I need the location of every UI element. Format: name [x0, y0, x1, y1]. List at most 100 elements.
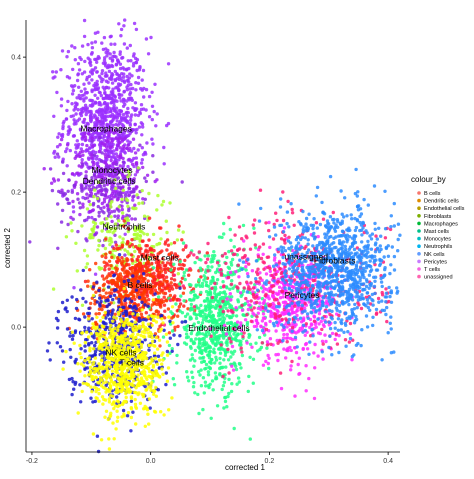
data-point: [227, 215, 231, 220]
data-point: [221, 333, 226, 337]
data-point: [132, 21, 137, 26]
data-point: [314, 194, 318, 198]
data-point: [157, 287, 162, 291]
data-point: [193, 359, 197, 363]
data-point: [385, 319, 389, 324]
data-point: [85, 143, 89, 148]
data-point: [121, 240, 125, 245]
data-point: [87, 131, 91, 136]
data-point: [82, 70, 87, 74]
data-point: [269, 342, 273, 346]
data-point: [136, 166, 140, 170]
data-point: [159, 305, 163, 309]
data-point: [126, 204, 130, 208]
data-point: [125, 67, 129, 71]
data-point: [162, 279, 166, 283]
data-point: [76, 108, 80, 112]
data-point: [80, 303, 85, 307]
data-point: [247, 303, 251, 307]
data-point: [115, 112, 119, 116]
data-point: [212, 347, 216, 351]
data-point: [300, 235, 305, 240]
data-point: [217, 235, 222, 239]
data-point: [150, 104, 155, 109]
data-point: [365, 264, 369, 268]
data-point: [104, 111, 108, 115]
data-point: [132, 61, 136, 66]
data-point: [121, 97, 126, 102]
data-point: [145, 173, 150, 177]
data-point: [124, 180, 128, 184]
data-point: [88, 98, 92, 103]
data-point: [328, 174, 333, 179]
data-point: [197, 370, 201, 374]
data-point: [62, 360, 66, 364]
data-point: [169, 268, 173, 272]
data-point: [250, 345, 254, 349]
data-point: [147, 115, 152, 119]
data-point: [323, 235, 327, 240]
data-point: [100, 254, 104, 258]
data-point: [145, 232, 150, 237]
data-point: [130, 217, 134, 221]
data-point: [242, 286, 246, 290]
data-point: [162, 291, 166, 295]
data-point: [70, 92, 75, 96]
data-point: [206, 297, 210, 301]
data-point: [228, 287, 232, 291]
data-point: [214, 319, 218, 324]
data-point: [97, 136, 102, 140]
data-point: [200, 281, 205, 286]
data-point: [331, 217, 335, 222]
data-point: [325, 266, 329, 270]
data-point: [85, 162, 89, 166]
data-point: [182, 304, 186, 308]
data-point: [163, 242, 167, 246]
data-point: [123, 193, 128, 197]
data-point: [380, 293, 385, 297]
data-point: [130, 266, 134, 270]
data-point: [115, 99, 119, 103]
data-point: [253, 218, 257, 222]
data-point: [113, 69, 118, 74]
data-point: [73, 106, 78, 110]
data-point: [80, 189, 84, 193]
data-point: [137, 125, 142, 129]
data-point: [117, 88, 121, 92]
data-point: [99, 206, 103, 211]
data-point: [76, 73, 80, 77]
data-point: [327, 271, 331, 275]
data-point: [200, 284, 205, 288]
data-point: [262, 298, 267, 302]
data-point: [180, 267, 185, 271]
data-point: [135, 232, 140, 236]
data-point: [141, 125, 145, 129]
data-point: [327, 320, 332, 324]
data-point: [368, 259, 372, 263]
data-point: [90, 104, 94, 108]
data-point: [312, 237, 317, 241]
data-point: [82, 248, 87, 253]
data-point: [187, 379, 191, 383]
data-point: [122, 125, 126, 129]
data-point: [111, 54, 115, 59]
data-point: [144, 108, 148, 112]
data-point: [226, 358, 231, 362]
data-point: [227, 377, 231, 382]
data-point: [237, 361, 242, 366]
data-point: [365, 325, 370, 329]
data-point: [315, 273, 319, 277]
data-point: [59, 133, 64, 138]
data-point: [78, 212, 82, 217]
data-point: [301, 209, 305, 214]
data-point: [114, 193, 118, 197]
data-point: [99, 123, 103, 127]
data-point: [95, 135, 99, 139]
data-point: [82, 18, 87, 23]
data-point: [239, 366, 243, 370]
data-point: [349, 273, 353, 278]
data-point: [289, 364, 293, 368]
data-point: [52, 114, 56, 119]
data-point: [86, 284, 90, 288]
data-point: [303, 273, 308, 277]
